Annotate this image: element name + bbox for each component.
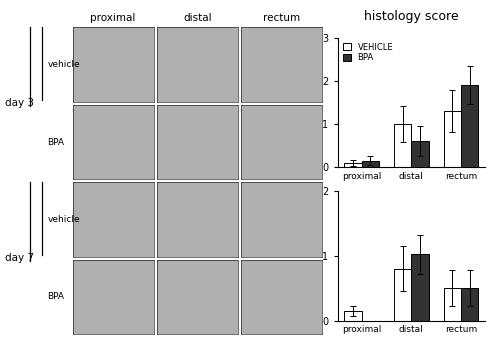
Text: day 3: day 3 — [5, 98, 34, 108]
Bar — [344, 163, 362, 167]
Bar — [394, 124, 411, 167]
Bar — [394, 269, 411, 321]
Bar — [444, 288, 461, 321]
Text: day 7: day 7 — [5, 253, 34, 263]
Text: distal: distal — [183, 13, 212, 23]
Text: BPA: BPA — [48, 292, 64, 301]
Text: vehicle: vehicle — [48, 60, 80, 69]
Text: proximal: proximal — [90, 13, 136, 23]
Bar — [444, 111, 461, 167]
Bar — [362, 161, 379, 167]
Bar — [461, 288, 478, 321]
Text: rectum: rectum — [264, 13, 300, 23]
Bar — [344, 311, 362, 321]
Bar — [411, 141, 428, 167]
Text: vehicle: vehicle — [48, 215, 80, 224]
Text: BPA: BPA — [48, 137, 64, 147]
Bar — [411, 254, 428, 321]
Legend: VEHICLE, BPA: VEHICLE, BPA — [342, 42, 394, 63]
Bar — [461, 85, 478, 167]
Text: histology score: histology score — [364, 10, 458, 23]
